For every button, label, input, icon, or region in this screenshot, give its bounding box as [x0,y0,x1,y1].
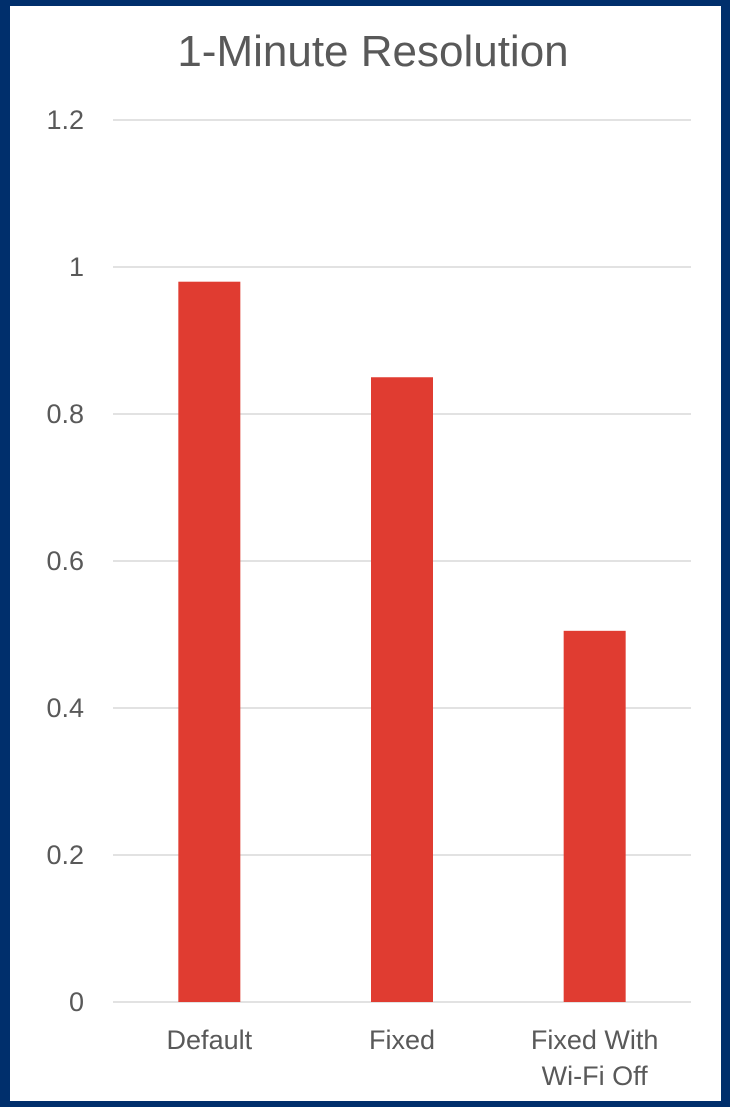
chart-title: 1-Minute Resolution [177,27,569,76]
y-tick-label: 0.8 [46,399,84,429]
x-category-label: Fixed With [531,1025,659,1055]
bar [178,281,241,1002]
x-category-label: Default [167,1025,253,1055]
bars [178,281,626,1002]
x-category-label: Fixed [369,1025,435,1055]
y-tick-label: 0.6 [46,546,84,576]
x-axis-labels: Default Fixed Fixed With Wi-Fi Off [167,1025,659,1091]
y-tick-label: 0.2 [46,840,84,870]
bar [371,377,433,1002]
y-tick-label: 1 [69,252,84,282]
x-category-label: Wi-Fi Off [542,1061,648,1091]
y-axis-ticks: 0 0.2 0.4 0.6 0.8 1 1.2 [46,105,84,1017]
y-tick-label: 1.2 [46,105,84,135]
bar [563,630,626,1002]
y-tick-label: 0.4 [46,693,84,723]
y-tick-label: 0 [69,987,84,1017]
